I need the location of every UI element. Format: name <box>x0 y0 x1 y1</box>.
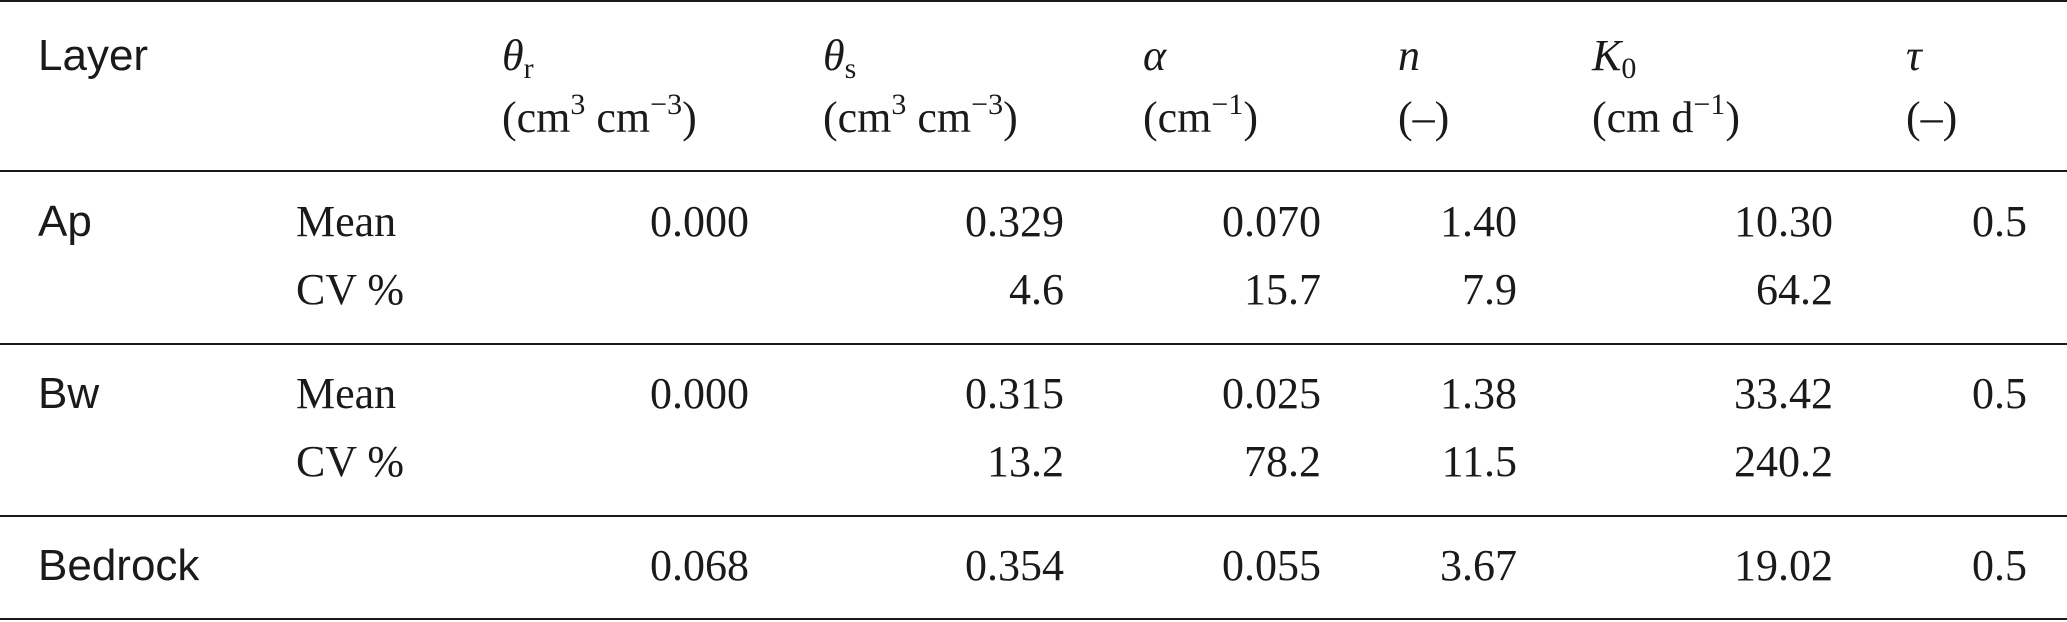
theta-s-unit-post: ) <box>1003 93 1018 142</box>
header-theta-s-symbol: θs <box>823 30 857 85</box>
ap-cv-theta-s: 4.6 <box>1009 265 1064 314</box>
ap-theta-s: 0.329 <box>965 197 1064 246</box>
mean-label-ap: Mean <box>296 197 397 246</box>
k0-symbol: K <box>1592 31 1622 80</box>
tau-symbol: τ <box>1906 31 1922 80</box>
k0-sub: 0 <box>1621 52 1637 85</box>
header-theta-r-unit: (cm3 cm−3) <box>502 90 697 144</box>
alpha-symbol: α <box>1143 31 1167 80</box>
header-n-unit: (–) <box>1398 92 1449 144</box>
mean-label-bw: Mean <box>296 369 397 418</box>
k0-unit-sup: −1 <box>1693 88 1726 121</box>
header-rule <box>0 170 2067 172</box>
layer-bw: Bw <box>38 369 100 418</box>
ap-k0: 10.30 <box>1734 197 1833 246</box>
theta-r-unit-pre: (cm <box>502 93 571 142</box>
k0-unit-post: ) <box>1725 93 1740 142</box>
bedrock-n: 3.67 <box>1440 541 1517 590</box>
bedrock-theta-s: 0.354 <box>965 541 1064 590</box>
table-top-rule <box>0 0 2067 2</box>
bedrock-tau: 0.5 <box>1972 541 2027 590</box>
bw-cv-n: 11.5 <box>1441 437 1517 486</box>
theta-s-unit-sup1: 3 <box>891 88 907 121</box>
theta-r-symbol: θ <box>502 31 524 80</box>
row-separator-ap <box>0 343 2067 345</box>
theta-r-unit-mid: cm <box>585 93 651 142</box>
bw-cv-k0: 240.2 <box>1734 437 1833 486</box>
n-unit: (–) <box>1398 93 1450 142</box>
cv-label-ap: CV % <box>296 265 404 314</box>
k0-unit-pre: (cm d <box>1592 93 1694 142</box>
alpha-unit-post: ) <box>1243 93 1258 142</box>
header-tau-symbol: τ <box>1906 30 1922 82</box>
header-layer-text: Layer <box>38 31 149 80</box>
alpha-unit-sup: −1 <box>1211 88 1244 121</box>
theta-r-unit-sup1: 3 <box>570 88 586 121</box>
tau-unit: (–) <box>1906 93 1958 142</box>
bw-alpha: 0.025 <box>1222 369 1321 418</box>
bw-theta-r: 0.000 <box>650 369 749 418</box>
theta-s-symbol: θ <box>823 31 845 80</box>
bedrock-k0: 19.02 <box>1734 541 1833 590</box>
bw-tau: 0.5 <box>1972 369 2027 418</box>
cv-label-bw: CV % <box>296 437 404 486</box>
header-k0-unit: (cm d−1) <box>1592 90 1740 144</box>
header-theta-r-symbol: θr <box>502 30 534 85</box>
bw-cv-alpha: 78.2 <box>1244 437 1321 486</box>
header-n-symbol: n <box>1398 30 1420 82</box>
header-k0-symbol: K0 <box>1592 30 1637 85</box>
bw-n: 1.38 <box>1440 369 1517 418</box>
ap-cv-alpha: 15.7 <box>1244 265 1321 314</box>
layer-ap: Ap <box>38 197 92 246</box>
header-tau-unit: (–) <box>1906 92 1957 144</box>
theta-s-unit-sup2: −3 <box>971 88 1004 121</box>
row-separator-bw <box>0 515 2067 517</box>
bedrock-theta-r: 0.068 <box>650 541 749 590</box>
theta-s-sub: s <box>844 52 857 85</box>
ap-theta-r: 0.000 <box>650 197 749 246</box>
bw-theta-s: 0.315 <box>965 369 1064 418</box>
theta-r-unit-post: ) <box>682 93 697 142</box>
header-alpha-unit: (cm−1) <box>1143 90 1258 144</box>
table-bottom-rule <box>0 618 2067 620</box>
ap-n: 1.40 <box>1440 197 1517 246</box>
ap-cv-k0: 64.2 <box>1756 265 1833 314</box>
bw-cv-theta-s: 13.2 <box>987 437 1064 486</box>
bw-k0: 33.42 <box>1734 369 1833 418</box>
header-theta-s-unit: (cm3 cm−3) <box>823 90 1018 144</box>
n-symbol: n <box>1398 31 1420 80</box>
ap-tau: 0.5 <box>1972 197 2027 246</box>
theta-r-unit-sup2: −3 <box>650 88 683 121</box>
alpha-unit-pre: (cm <box>1143 93 1212 142</box>
ap-alpha: 0.070 <box>1222 197 1321 246</box>
layer-bedrock: Bedrock <box>38 541 200 590</box>
theta-r-sub: r <box>523 52 534 85</box>
header-layer: Layer <box>38 30 148 82</box>
header-alpha-symbol: α <box>1143 30 1166 82</box>
theta-s-unit-mid: cm <box>906 93 972 142</box>
ap-cv-n: 7.9 <box>1462 265 1517 314</box>
theta-s-unit-pre: (cm <box>823 93 892 142</box>
bedrock-alpha: 0.055 <box>1222 541 1321 590</box>
